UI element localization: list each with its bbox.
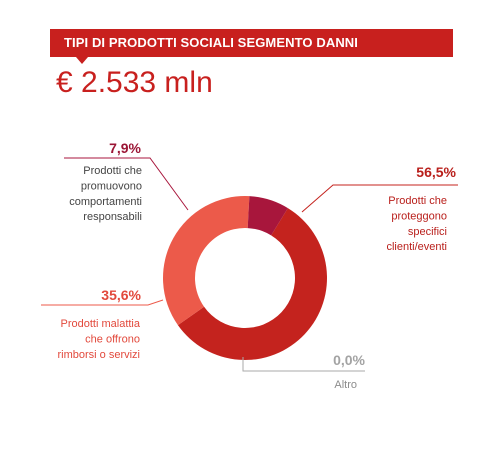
banner-notch [76,57,88,64]
donut-slice-0 [177,208,327,361]
slice-percent-label: 0,0% [333,352,365,368]
slice-category-label: Prodotti che [83,165,142,177]
slice-percent-label: 35,6% [101,287,141,303]
slice-category-label: proteggono [391,210,447,222]
callouts: 56,5% Prodotti che proteggono specifici clie… [41,140,458,391]
chart-title: TIPI DI PRODOTTI SOCIALI SEGMENTO DANNI [64,35,359,50]
donut-slices [162,195,327,361]
slice-category-label: Prodotti malattia [61,318,141,330]
slice-category-label: responsabili [83,211,142,223]
slice-category-label: clienti/eventi [386,241,447,253]
slice-category-label: comportamenti [69,196,142,208]
total-value: € 2.533 mln [56,66,213,99]
callout-line-2 [41,299,164,306]
donut-slice-2 [162,195,250,326]
callout-line-0 [301,184,458,213]
slice-category-label: Prodotti che [388,195,447,207]
slice-category-label: promuovono [81,180,142,192]
callout-line-3 [64,157,189,211]
donut-slice-3 [247,196,288,236]
slice-percent-label: 7,9% [109,140,141,156]
callout-line-1 [242,357,365,372]
slice-category-label: rimborsi o servizi [57,349,140,361]
slice-category-label: che offrono [85,333,140,345]
slice-category-label: specifici [408,226,447,238]
title-banner: TIPI DI PRODOTTI SOCIALI SEGMENTO DANNI [50,29,453,57]
slice-category-label: Altro [334,379,357,391]
slice-percent-label: 56,5% [416,164,456,180]
